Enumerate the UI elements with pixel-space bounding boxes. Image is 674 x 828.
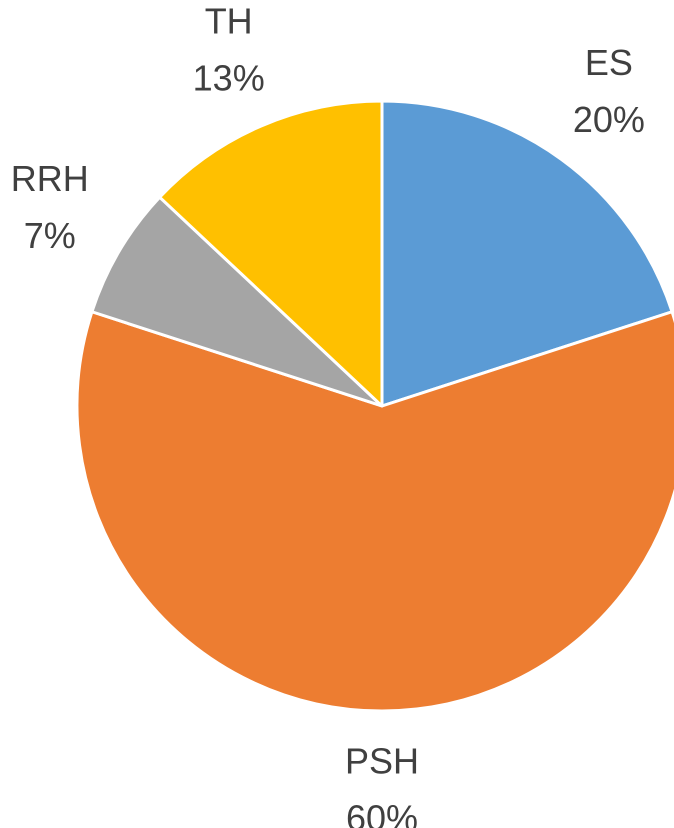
slice-value-label: 7%	[24, 215, 76, 256]
slice-category-label: TH	[205, 0, 253, 41]
slice-category-label: RRH	[11, 158, 89, 199]
slice-value-label: 13%	[193, 57, 265, 98]
slice-value-label: 20%	[573, 99, 645, 140]
slice-category-label: ES	[585, 42, 633, 83]
slice-category-label: PSH	[345, 741, 419, 782]
pie-slice	[75, 310, 674, 713]
pie-slice	[90, 195, 384, 408]
pie-slice	[380, 99, 674, 408]
pie-slice	[158, 99, 384, 408]
slice-value-label: 60%	[346, 798, 418, 828]
